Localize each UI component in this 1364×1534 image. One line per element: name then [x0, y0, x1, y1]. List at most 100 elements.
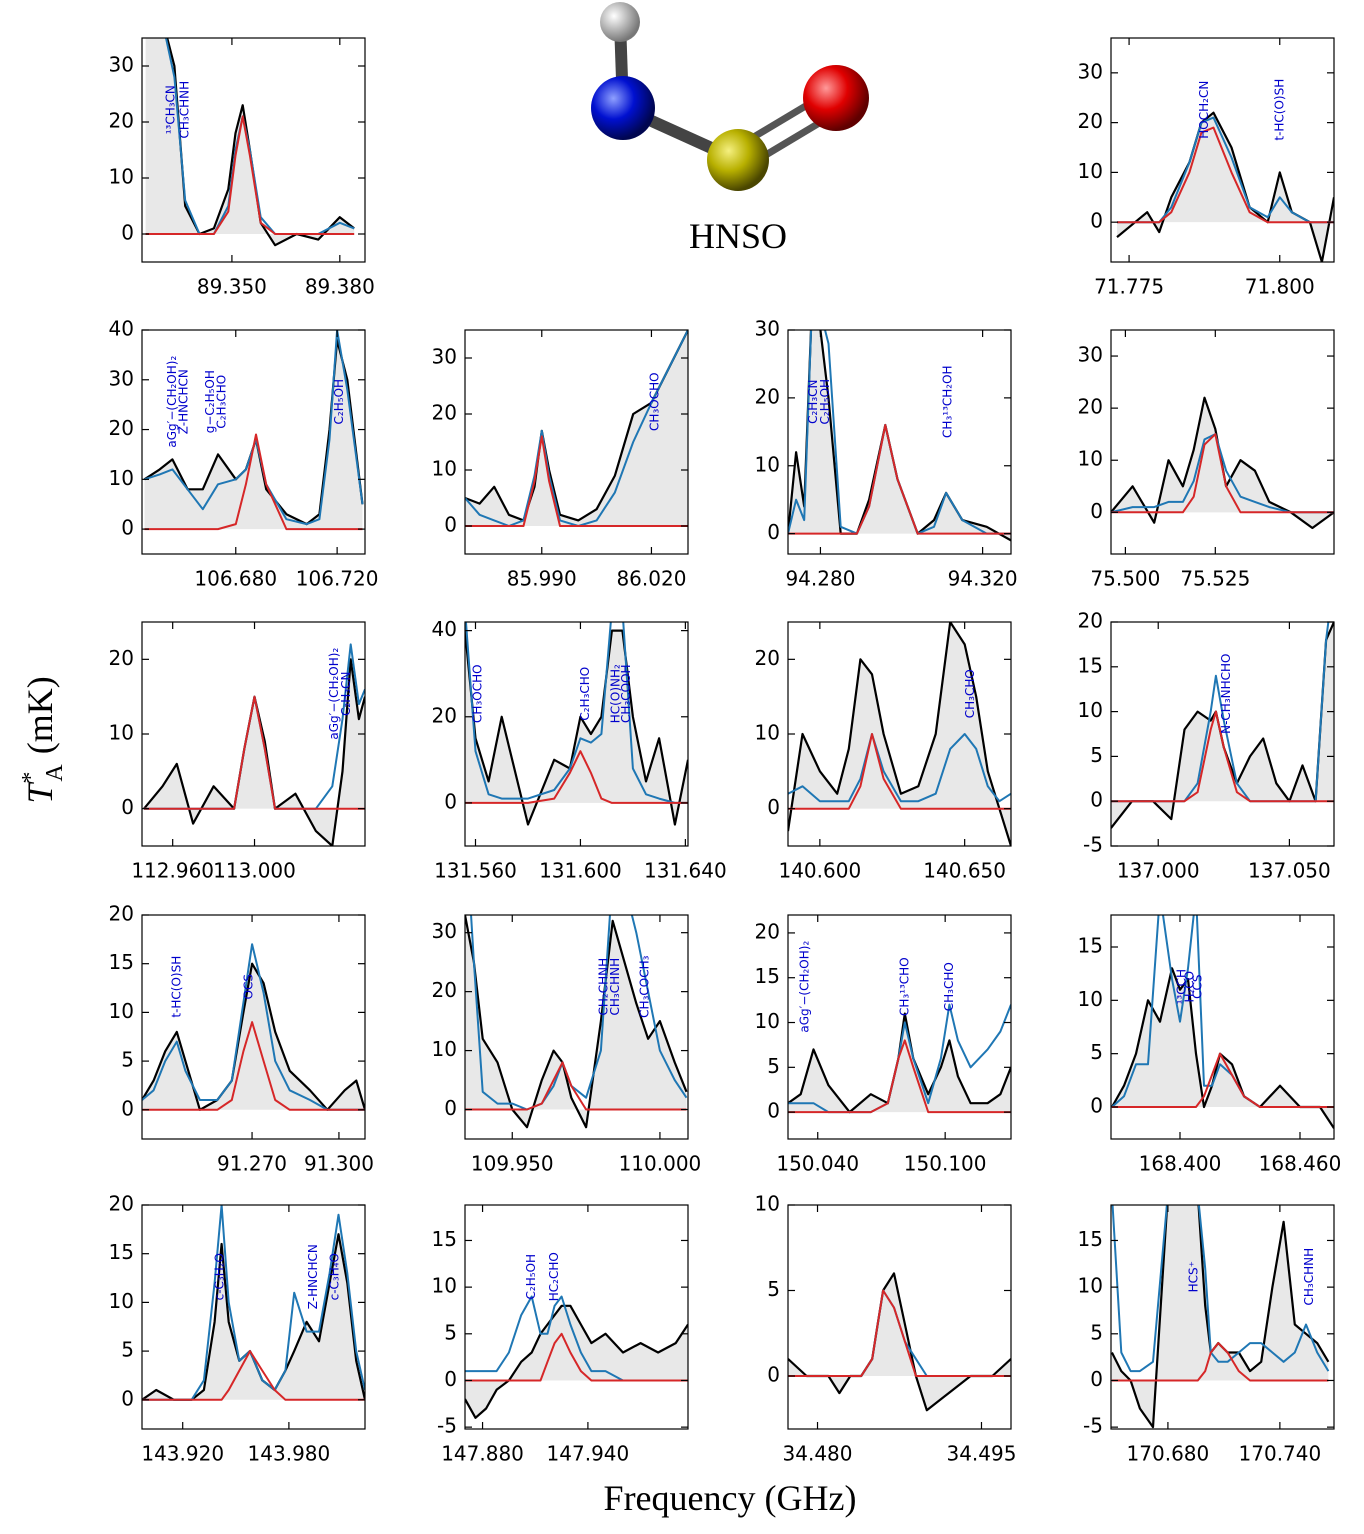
line-annotation: CH₃CHNH: [1302, 1248, 1316, 1306]
y-tick-label: 20: [755, 646, 780, 670]
line-annotation: CH₃COOH: [619, 664, 633, 723]
y-tick-label: 10: [432, 1037, 457, 1061]
x-tick-label: 34.495: [946, 1442, 1016, 1466]
y-tick-label: 0: [767, 1362, 780, 1386]
y-tick-label: 0: [767, 1099, 780, 1123]
x-tick-label: 168.400: [1139, 1152, 1222, 1176]
line-annotation: CH₃CHNH: [608, 958, 622, 1016]
x-tick-label: 131.640: [644, 859, 727, 883]
line-annotation: HC₂CHO: [547, 1252, 561, 1301]
x-tick-label: 34.480: [783, 1442, 853, 1466]
y-tick-label: 10: [109, 1289, 134, 1313]
line-annotation: Z-HNCHCN: [176, 369, 190, 434]
atom-o: [803, 65, 869, 131]
y-tick-label: 10: [1078, 1274, 1103, 1298]
y-tick-label: 10: [755, 1192, 780, 1216]
line-annotation: CCS: [1191, 975, 1205, 999]
y-tick-label: 0: [767, 520, 780, 544]
y-tick-label: 30: [432, 345, 457, 369]
line-annotation: CH₃¹³CHO: [897, 957, 911, 1016]
y-tick-label: 5: [121, 1048, 134, 1072]
x-tick-label: 94.280: [785, 567, 855, 591]
y-tick-label: 20: [109, 416, 134, 440]
x-tick-label: 113.000: [213, 859, 296, 883]
y-tick-label: 20: [432, 703, 457, 727]
y-tick-label: 20: [109, 109, 134, 133]
plot-area: [1112, 894, 1334, 1129]
y-tick-label: 30: [432, 919, 457, 943]
y-tick-label: 10: [1078, 159, 1103, 183]
panel: 02040131.560131.600131.640CH₃OCHOC₂H₃CHO…: [432, 609, 727, 882]
line-annotation: ¹³CH₃CN: [163, 85, 177, 134]
plot-area: [788, 1273, 1011, 1410]
x-tick-label: 147.940: [547, 1442, 630, 1466]
y-tick-label: 0: [444, 1096, 457, 1120]
line-annotation: t-HC(O)SH: [1272, 79, 1286, 141]
line-annotation: HOCH₂CN: [1197, 81, 1211, 139]
line-annotation: CH₃COCH₃: [638, 955, 652, 1017]
x-tick-label: 143.920: [141, 1442, 224, 1466]
line-annotation: CH₃CHO: [942, 962, 956, 1011]
y-tick-label: 0: [1090, 209, 1103, 233]
x-tick-label: 86.020: [616, 567, 686, 591]
x-tick-label: 94.320: [948, 567, 1018, 591]
x-tick-label: 89.350: [197, 275, 267, 299]
x-tick-label: 150.100: [904, 1152, 987, 1176]
y-tick-label: -5: [1083, 833, 1103, 857]
y-tick-label: 20: [1078, 395, 1103, 419]
y-tick-label: 5: [767, 1277, 780, 1301]
plot-area: [142, 1205, 365, 1400]
plot-area: [788, 622, 1011, 846]
y-tick-label: 10: [109, 721, 134, 745]
y-tick-label: -5: [1083, 1414, 1103, 1438]
plot-area: [1111, 398, 1334, 528]
molecule: [591, 2, 869, 191]
x-axis-label: Frequency (GHz): [604, 1478, 857, 1518]
panel: 05101520150.040150.100aGg′−(CH₂OH)₂CH₃¹³…: [755, 915, 1011, 1176]
y-tick-label: 10: [1078, 698, 1103, 722]
x-tick-label: 150.040: [776, 1152, 859, 1176]
y-tick-label: 0: [444, 513, 457, 537]
x-tick-label: 85.990: [507, 567, 577, 591]
line-annotation: aGg′−(CH₂OH)₂: [798, 941, 812, 1033]
y-tick-label: 0: [121, 1096, 134, 1120]
line-annotation: CH₃¹³CH₂OH: [941, 365, 955, 438]
y-axis-label: T*A(mK): [18, 676, 68, 803]
y-tick-label: 10: [432, 457, 457, 481]
y-tick-label: 20: [109, 902, 134, 926]
x-tick-label: 170.680: [1127, 1442, 1210, 1466]
line-annotation: OCS: [242, 974, 256, 999]
y-tick-label: 30: [109, 366, 134, 390]
line-annotation: N-CH₃NHCHO: [1219, 654, 1233, 734]
y-tick-label: 15: [432, 1227, 457, 1251]
panel: 010203040106.680106.720aGg′−(CH₂OH)₂Z-HN…: [109, 317, 379, 591]
x-tick-label: 75.525: [1180, 567, 1250, 591]
y-label-unit: (mK): [20, 676, 60, 754]
x-tick-label: 137.050: [1248, 859, 1331, 883]
y-tick-label: 15: [109, 1240, 134, 1264]
y-tick-label: 30: [109, 53, 134, 77]
x-tick-label: 71.775: [1094, 275, 1164, 299]
y-tick-label: 20: [432, 978, 457, 1002]
figure: HNSO Frequency (GHz) T*A(mK) 010203089.3…: [0, 0, 1364, 1534]
panel: 010203071.77571.800HOCH₂CNt-HC(O)SH: [1078, 38, 1334, 299]
observed-area: [788, 622, 1011, 846]
line-annotation: C₂H₅OH: [524, 1254, 538, 1300]
observed-area: [788, 1014, 1011, 1113]
line-annotation: c-C₃H₂O: [212, 1253, 226, 1300]
y-tick-label: 40: [109, 317, 134, 341]
x-tick-label: 91.270: [217, 1152, 287, 1176]
x-tick-label: 143.980: [248, 1442, 331, 1466]
line-annotation: C₂H₃CN: [339, 672, 353, 716]
y-tick-label: 10: [755, 1009, 780, 1033]
line-annotation: Z-HNCHCN: [306, 1244, 320, 1309]
y-tick-label: 0: [1090, 1094, 1103, 1118]
y-tick-label: 20: [755, 919, 780, 943]
atom-s: [707, 129, 769, 191]
line-annotation: CH₃OCHO: [648, 372, 662, 431]
y-tick-label: 0: [121, 1386, 134, 1410]
line-annotation: C₂H₅OH: [332, 379, 346, 425]
panel: 051015168.400168.460¹³CCHH₂COCCS: [1078, 894, 1342, 1176]
